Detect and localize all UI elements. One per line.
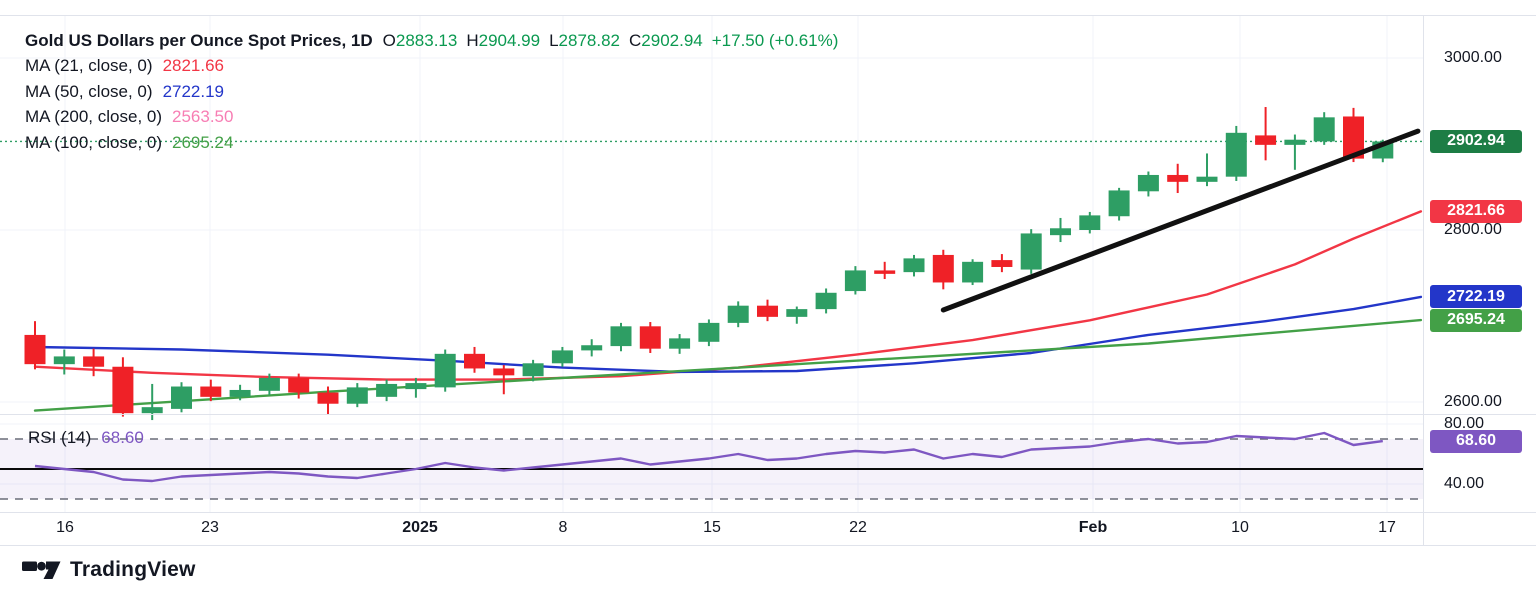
- tradingview-logo-icon: [22, 561, 61, 579]
- time-axis-label: Feb: [1078, 519, 1108, 536]
- ohlc-close: C2902.94: [629, 30, 703, 50]
- indicator-row-ma21[interactable]: MA (21, close, 0) 2821.66: [25, 54, 838, 80]
- ma200-label: MA (200, close, 0): [25, 107, 163, 127]
- rsi-label: RSI (14): [28, 428, 92, 447]
- ma50-value: 2722.19: [162, 81, 225, 101]
- price-axis-tick: 2600.00: [1444, 393, 1502, 410]
- rsi-legend-row[interactable]: RSI (14) 68.60: [28, 428, 144, 448]
- price-axis-badge[interactable]: 2722.19: [1430, 285, 1522, 309]
- price-axis-badge[interactable]: 2695.24: [1430, 308, 1522, 332]
- time-axis-label: 22: [849, 519, 867, 536]
- rsi-axis-tick: 80.00: [1444, 415, 1485, 432]
- indicator-row-ma50[interactable]: MA (50, close, 0) 2722.19: [25, 79, 838, 105]
- indicator-row-ma200[interactable]: MA (200, close, 0) 2563.50: [25, 105, 838, 131]
- ma21-label: MA (21, close, 0): [25, 56, 153, 76]
- ma200-value: 2563.50: [172, 107, 234, 127]
- price-axis-tick: 3000.00: [1444, 49, 1502, 66]
- time-axis-label: 15: [703, 519, 721, 536]
- symbol-title-row[interactable]: Gold US Dollars per Ounce Spot Prices, 1…: [25, 28, 838, 54]
- ma21-value: 2821.66: [162, 56, 225, 76]
- ma100-value: 2695.24: [172, 132, 234, 152]
- time-axis-label: 17: [1378, 519, 1396, 536]
- rsi-value: 68.60: [101, 428, 144, 447]
- time-axis-label: 16: [56, 519, 74, 536]
- time-axis-separator: [0, 512, 1536, 513]
- price-axis-separator: [1423, 15, 1424, 545]
- price-axis[interactable]: 3000.00 2800.00 2600.00 80.00 40.00 2902.94 28…: [1424, 0, 1536, 545]
- price-change: +17.50 (+0.61%): [711, 30, 839, 50]
- time-axis-label: 10: [1231, 519, 1249, 536]
- time-axis-label: 2025: [402, 519, 438, 536]
- tradingview-logo[interactable]: TradingView: [22, 558, 196, 582]
- ohlc-open: O2883.13: [382, 30, 458, 50]
- ohlc-low: L2878.82: [549, 30, 620, 50]
- price-axis-badge[interactable]: 2902.94: [1430, 129, 1522, 153]
- time-axis[interactable]: 16 23 2025 8 15 22 Feb 10 17: [0, 512, 1424, 545]
- price-axis-badge[interactable]: 68.60: [1430, 429, 1522, 453]
- chart-legend: Gold US Dollars per Ounce Spot Prices, 1…: [25, 28, 838, 156]
- price-chart-canvas[interactable]: [0, 0, 1424, 545]
- price-axis-tick: 2800.00: [1444, 221, 1502, 238]
- ohlc-high: H2904.99: [466, 30, 541, 50]
- symbol-title: Gold US Dollars per Ounce Spot Prices, 1…: [25, 30, 373, 50]
- tradingview-logo-text: TradingView: [70, 558, 196, 581]
- price-axis-badge[interactable]: 2821.66: [1430, 199, 1522, 223]
- time-axis-label: 8: [558, 519, 568, 536]
- pane-separator[interactable]: [0, 414, 1536, 415]
- rsi-axis-tick: 40.00: [1444, 475, 1485, 492]
- ma100-label: MA (100, close, 0): [25, 132, 163, 152]
- chart-bottom-border: [0, 545, 1536, 546]
- indicator-row-ma100[interactable]: MA (100, close, 0) 2695.24: [25, 130, 838, 156]
- ma50-label: MA (50, close, 0): [25, 81, 153, 101]
- time-axis-label: 23: [201, 519, 219, 536]
- chart-top-border: [0, 15, 1536, 16]
